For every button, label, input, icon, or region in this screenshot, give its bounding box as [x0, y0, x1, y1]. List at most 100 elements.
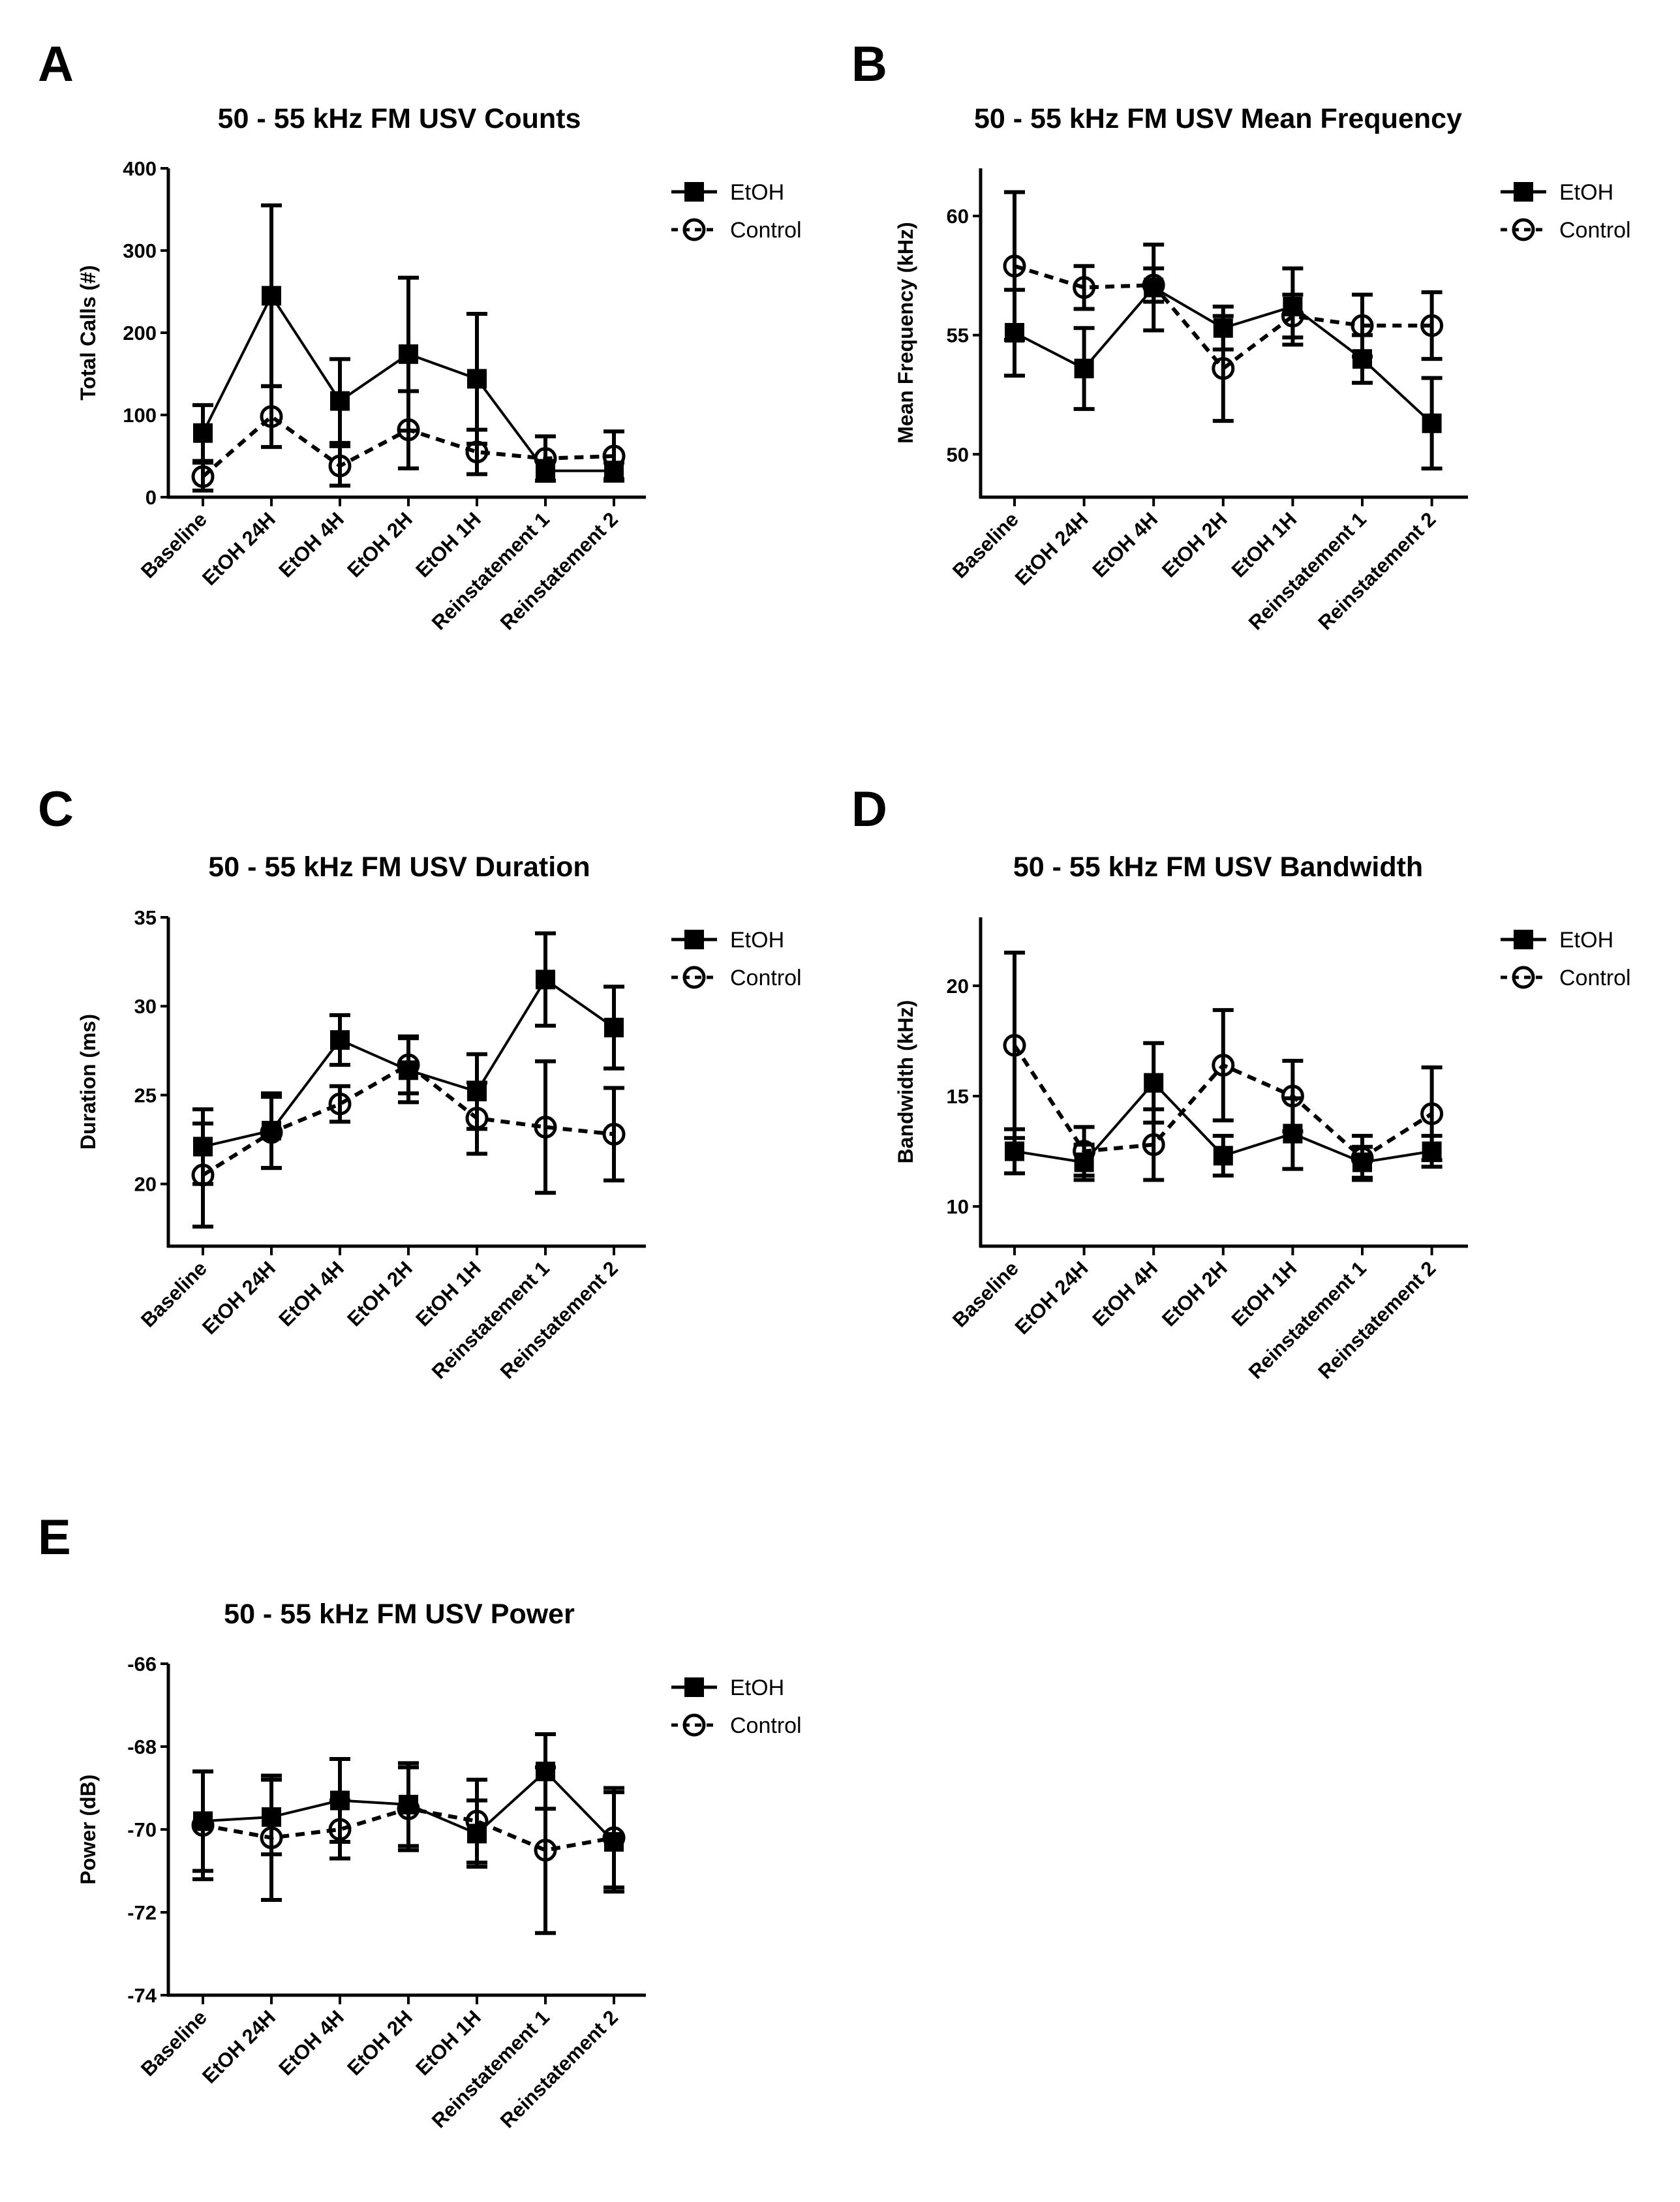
legend: EtOH Control: [671, 928, 802, 990]
legend-marker: [1514, 182, 1533, 202]
data-point: [1351, 314, 1374, 337]
data-point: [1213, 1146, 1233, 1166]
legend-label: EtOH: [730, 180, 784, 205]
panel-letter: A: [38, 37, 74, 92]
legend-marker: [682, 966, 706, 989]
data-point: [1003, 254, 1026, 278]
chart-title: 50 - 55 kHz FM USV Mean Frequency: [974, 103, 1462, 134]
panel-d: D 50 - 55 kHz FM USV Bandwidth 10 15 20 Basel…: [851, 782, 1631, 1383]
y-tick-label: -68: [127, 1736, 157, 1758]
data-point: [604, 1832, 624, 1852]
data-point: [1074, 358, 1094, 378]
x-tick-label: Reinstatement 1: [427, 1257, 554, 1383]
series-etoh: [1004, 1041, 1443, 1182]
series-etoh: [1004, 242, 1443, 471]
chart-title: 50 - 55 kHz FM USV Counts: [218, 103, 581, 134]
data-point: [1005, 323, 1024, 343]
legend: EtOH Control: [1501, 180, 1631, 243]
panel-letter: D: [851, 782, 887, 837]
legend-label: EtOH: [730, 1675, 784, 1700]
legend-marker: [682, 1713, 706, 1737]
chart-title: 50 - 55 kHz FM USV Bandwidth: [1013, 851, 1423, 883]
legend-label: EtOH: [1559, 180, 1613, 205]
legend-marker: [682, 218, 706, 241]
data-point: [1142, 1133, 1165, 1156]
y-tick-label: 300: [123, 239, 157, 262]
chart-title: 50 - 55 kHz FM USV Power: [224, 1598, 575, 1630]
x-tick-label: EtOH 4H: [274, 2006, 348, 2080]
x-tick-label: Reinstatement 2: [1313, 1257, 1440, 1383]
panel-letter: C: [38, 782, 74, 837]
data-point: [1213, 318, 1233, 338]
legend-label: Control: [730, 218, 802, 243]
data-point: [328, 1092, 352, 1116]
series-etoh: [192, 1732, 624, 1894]
x-tick-label: EtOH 24H: [198, 2006, 280, 2088]
series-etoh: [192, 203, 624, 483]
data-point: [262, 286, 281, 306]
legend-marker: [684, 182, 704, 202]
x-tick-label: Reinstatement 2: [1313, 508, 1440, 634]
panel-e: E 50 - 55 kHz FM USV Power -74 -72 -70 -68 -66…: [38, 1510, 802, 2132]
x-tick-label: Baseline: [948, 508, 1023, 583]
data-point: [467, 1081, 487, 1101]
y-tick-label: -74: [127, 1984, 157, 2007]
data-point: [1212, 1054, 1235, 1077]
data-point: [1144, 1073, 1164, 1093]
x-tick-label: EtOH 1H: [1227, 1257, 1302, 1331]
data-point: [467, 369, 487, 389]
series-etoh: [192, 931, 624, 1186]
y-tick-label: 400: [123, 157, 157, 180]
data-point: [1003, 1033, 1026, 1057]
data-point: [330, 1030, 350, 1050]
y-axis-label: Bandwidth (kHz): [894, 1000, 917, 1164]
y-tick-label: 55: [947, 324, 969, 347]
legend-label: Control: [1559, 218, 1631, 243]
data-point: [602, 1122, 626, 1146]
y-tick-label: 15: [947, 1085, 969, 1108]
y-tick-label: 50: [947, 443, 969, 466]
data-point: [193, 423, 213, 443]
data-point: [330, 391, 350, 411]
data-point: [193, 1137, 213, 1157]
data-point: [1422, 413, 1442, 433]
x-tick-label: Reinstatement 1: [1244, 1257, 1371, 1383]
data-point: [1283, 1124, 1303, 1144]
data-point: [536, 1762, 555, 1782]
data-point: [604, 1017, 624, 1037]
panel-letter: E: [38, 1510, 71, 1565]
y-tick-label: 20: [947, 975, 969, 998]
panel-b: B 50 - 55 kHz FM USV Mean Frequency 50 55 60…: [851, 37, 1631, 634]
y-tick-label: 35: [134, 906, 157, 929]
x-tick-label: EtOH 4H: [274, 508, 348, 582]
data-point: [399, 1060, 418, 1080]
y-tick-label: 30: [134, 995, 157, 1018]
y-tick-label: 0: [145, 486, 157, 509]
x-tick-label: Baseline: [948, 1257, 1023, 1332]
y-tick-label: 60: [947, 205, 969, 228]
legend-marker: [1514, 930, 1533, 949]
data-point: [1352, 349, 1372, 369]
y-axis-label: Power (dB): [76, 1775, 100, 1885]
data-point: [260, 405, 283, 429]
data-point: [467, 1824, 487, 1844]
legend-label: Control: [730, 1713, 802, 1738]
data-point: [536, 970, 555, 990]
data-point: [1073, 276, 1096, 299]
x-tick-label: Reinstatement 2: [496, 2006, 622, 2132]
y-tick-label: 100: [123, 404, 157, 427]
data-point: [399, 344, 418, 364]
legend-marker: [1512, 218, 1535, 241]
data-point: [330, 1790, 350, 1811]
data-point: [1074, 1152, 1094, 1172]
x-tick-label: EtOH 2H: [1157, 1257, 1232, 1331]
x-tick-label: Reinstatement 1: [427, 508, 554, 634]
y-tick-label: 200: [123, 322, 157, 344]
data-point: [1283, 296, 1303, 316]
y-tick-label: -66: [127, 1653, 157, 1675]
x-tick-label: Reinstatement 2: [496, 508, 622, 634]
y-axis-label: Mean Frequency (kHz): [894, 222, 917, 444]
legend-marker: [1512, 966, 1535, 989]
y-tick-label: -72: [127, 1901, 157, 1924]
data-point: [193, 1811, 213, 1831]
